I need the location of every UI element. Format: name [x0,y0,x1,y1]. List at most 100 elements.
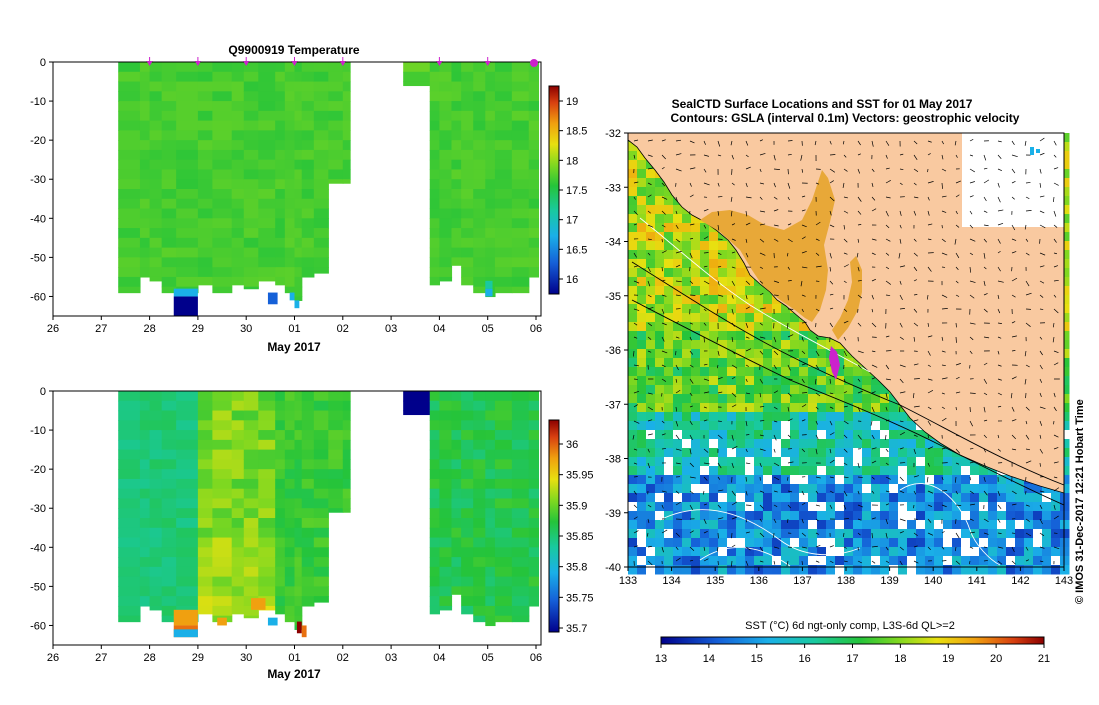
sst-cell [826,556,836,566]
sst-cell [790,403,800,413]
map-y-tick-label: -35 [605,291,621,303]
sst-cell [781,484,791,494]
sst-cell [700,421,710,431]
sst-cell [691,358,701,368]
section-cell [473,586,486,596]
section-cell [162,209,177,219]
sst-cell [673,538,683,548]
sst-cell [664,385,674,395]
section-cell [285,508,295,518]
temperature-title: Q9900919 Temperature [228,43,360,57]
section-cell [314,248,329,258]
sst-cell [682,403,692,413]
section-cell [461,101,474,111]
section-cell [258,557,276,567]
section-cell [198,169,213,179]
section-cell [217,618,227,626]
section-cell [258,169,276,179]
sst-cell [637,286,647,296]
sst-colorbar-tick-label: 20 [990,653,1002,665]
sst-cell [646,259,656,269]
sst-cell [754,394,764,404]
section-cell [162,411,177,421]
sst-cell [907,538,917,548]
section-cell [328,411,343,421]
section-cell [244,150,259,160]
section-cell [439,430,452,440]
section-cell [529,518,539,528]
section-cell [495,169,513,179]
sst-cell [736,331,746,341]
section-cell [212,567,232,577]
section-cell [268,618,278,626]
sst-cell [862,376,872,386]
section-cell [430,538,440,548]
section-cell [232,199,245,209]
section-cell [258,150,276,160]
sst-cell [628,484,638,494]
section-cell [118,586,140,596]
section-cell [512,130,530,140]
section-cell [212,287,232,293]
sst-cell [853,565,863,575]
section-cell [285,101,295,111]
sst-cell [889,466,899,476]
sst-cell [916,484,926,494]
section-cell [244,450,259,460]
sst-cell [727,385,737,395]
sst-cell [736,475,746,485]
sst-cell [673,214,683,224]
sst-cell [709,430,719,440]
sst-cell [772,385,782,395]
sst-cell [718,529,728,539]
section-cell [258,130,276,140]
section-cell [485,528,495,538]
section-cell [473,577,486,587]
sst-colorbar [661,637,1044,644]
sst-cell [646,214,656,224]
colorbar-tick-label: 35.95 [566,470,594,482]
section-cell [162,257,177,267]
map-y-tick-label: -36 [605,345,621,357]
sst-cell [799,565,809,575]
sst-cell [637,511,647,521]
sst-cell [736,466,746,476]
section-cell [451,498,461,508]
section-cell [244,277,259,287]
section-cell [118,440,140,450]
section-cell [430,606,440,614]
section-cell [140,557,150,567]
sst-cell [700,457,710,467]
sst-cell [718,376,728,386]
section-cell [140,82,150,92]
sst-cell [853,538,863,548]
sst-cell [700,403,710,413]
sst-cell [961,502,971,512]
sst-cell [835,421,845,431]
section-cell [473,420,486,430]
sst-cell [682,340,692,350]
sst-cell [889,538,899,548]
sst-cell [844,529,854,539]
x-tick-label: 28 [143,323,155,335]
section-cell [314,498,329,508]
y-tick-label: -50 [30,252,46,264]
sst-cell [799,529,809,539]
sst-cell [1033,556,1043,566]
section-cell [451,179,461,189]
sst-cell [709,511,719,521]
section-cell [495,547,513,557]
sst-cell [826,493,836,503]
sst-cell [691,520,701,530]
sst-cell [844,556,854,566]
sst-cell [637,538,647,548]
section-cell [212,130,232,140]
section-cell [232,189,245,199]
section-cell [285,469,295,479]
sst-cell [637,313,647,323]
section-cell [430,199,440,209]
section-cell [275,586,285,596]
section-cell [275,440,285,450]
section-cell [512,547,530,557]
